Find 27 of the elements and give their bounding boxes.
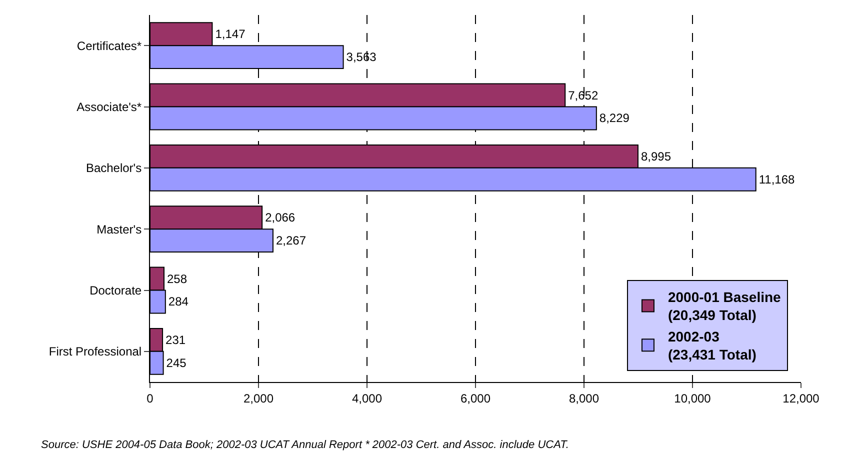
data-label: 231 [166,332,186,347]
data-label: 245 [166,356,187,370]
y-tick-label: First Professional [48,344,142,359]
data-label: 258 [167,272,188,286]
source-note: Source: USHE 2004-05 Data Book; 2002-03 UCAT Annual Report * 2002-03 Cert. and Assoc. include UCAT. [41,439,569,451]
legend-label: 2000-01 Baseline (20,349 Total) [668,289,782,324]
x-tick-label: 4,000 [352,391,382,406]
data-label: 2,267 [276,234,306,248]
y-tick-label: Doctorate [90,283,142,298]
data-label: 8,995 [640,149,672,164]
y-tick-label: Certificates* [76,38,142,53]
x-tick-label: 2,000 [243,391,274,406]
data-label: 2,066 [265,210,296,225]
data-label: 284 [168,294,189,309]
y-tick-label: Master's [96,222,142,236]
data-label: 8,229 [599,111,630,126]
y-tick-label: Associate's* [76,100,142,114]
x-tick-label: 8,000 [568,391,600,406]
x-tick-label: 6,000 [460,391,491,406]
x-tick-label: 10,000 [674,391,712,406]
y-tick-label: Bachelor's [86,161,142,176]
data-label: 11,168 [758,172,795,186]
data-label: 1,147 [215,27,246,42]
data-label: 7,652 [568,88,598,102]
x-tick-label: 12,000 [782,391,820,406]
legend-label: 2002-03 (23,431 Total) [668,328,756,363]
x-tick-label: 0 [146,391,154,406]
